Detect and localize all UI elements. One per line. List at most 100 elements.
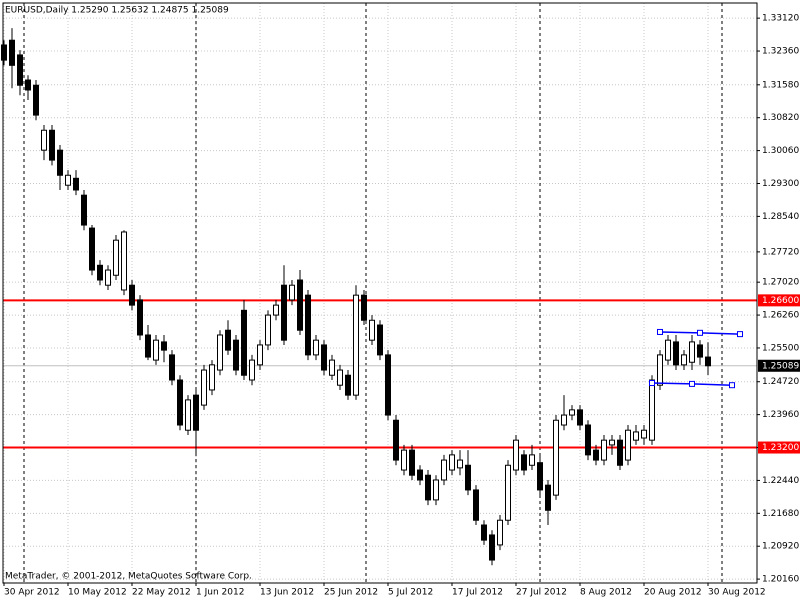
candle-body (201, 369, 207, 406)
candle-body (665, 339, 671, 361)
separators (23, 3, 723, 583)
trendline-anchor (697, 329, 703, 336)
candle-body (313, 339, 319, 356)
candle-body (529, 454, 535, 466)
x-tick-label: 10 May 2012 (68, 588, 127, 598)
candle-body (9, 39, 15, 66)
candle-body (617, 439, 623, 466)
y-tick-label: 1.32360 (762, 47, 799, 57)
candle-body (641, 429, 647, 439)
candle-body (297, 279, 303, 331)
candle-body (625, 429, 631, 461)
candle-body (185, 399, 191, 431)
candle-body (705, 356, 711, 367)
y-tick-label: 1.21680 (762, 509, 799, 519)
bid-label-box (758, 359, 800, 372)
price-label: 1.26600 (762, 296, 799, 306)
price-label-box (758, 294, 800, 307)
candle-body (161, 341, 167, 351)
axis-layer: 1.33120 1.32360 1.31580 1.30820 1.30060 1.293… (3, 14, 800, 598)
y-tick-label: 1.27020 (762, 278, 799, 288)
bid-label: 1.25089 (762, 361, 799, 371)
candle-body (233, 339, 239, 371)
candle-body (505, 464, 511, 521)
copyright: MetaTrader, © 2001-2012, MetaQuotes Soft… (5, 572, 252, 582)
x-tick-label: 30 Apr 2012 (4, 588, 60, 598)
trendline-anchor (649, 380, 655, 387)
plot-border (2, 2, 758, 584)
y-tick-label: 1.27720 (762, 247, 799, 257)
candle-body (577, 409, 583, 426)
candle-body (657, 354, 663, 386)
candle-body (49, 129, 55, 161)
candle-body (649, 379, 655, 441)
y-tick-label: 1.29300 (762, 179, 799, 189)
candle-body (305, 294, 311, 356)
x-tick-label: 17 Jul 2012 (452, 588, 503, 598)
x-tick-label: 25 Jun 2012 (324, 588, 378, 598)
candle-body (537, 462, 543, 491)
candle-body (545, 484, 551, 511)
candle-body (137, 299, 143, 336)
trendline-anchor (737, 331, 743, 338)
candle-body (249, 359, 255, 381)
candle-body (177, 379, 183, 426)
y-tick-label: 1.30820 (762, 113, 799, 123)
candle-body (697, 344, 703, 358)
y-tick-label: 1.31580 (762, 80, 799, 90)
candle-body (169, 354, 175, 381)
candle-body (481, 524, 487, 541)
candle-body (105, 269, 111, 286)
candle-body (1, 44, 7, 61)
candle-body (145, 334, 151, 358)
y-tick-label: 1.20920 (762, 542, 799, 552)
candle-body (689, 341, 695, 363)
candle-body (553, 419, 559, 496)
chart-title: EURUSD,Daily 1.25290 1.25632 1.24875 1.2… (5, 6, 229, 16)
candle-body (17, 54, 23, 86)
candle-body (41, 129, 47, 151)
candle-body (25, 79, 31, 91)
candle-body (65, 174, 71, 186)
candle-body (513, 439, 519, 471)
plot-layer (1, 28, 757, 566)
candle-body (57, 149, 63, 176)
candle-body (673, 341, 679, 366)
candle-body (433, 479, 439, 501)
candle-body (321, 344, 327, 371)
trendline-anchor (729, 382, 735, 389)
candle-body (217, 334, 223, 371)
candle-body (441, 459, 447, 481)
candle-body (113, 239, 119, 276)
candle-body (561, 414, 567, 426)
candle-body (377, 324, 383, 356)
y-tick-label: 1.22440 (762, 476, 799, 486)
candle-body (401, 449, 407, 471)
x-tick-label: 8 Aug 2012 (580, 588, 632, 598)
candle-body (289, 284, 295, 301)
candle-body (409, 449, 415, 476)
candle-body (569, 409, 575, 416)
candle-body (425, 474, 431, 501)
candle-body (153, 339, 159, 361)
candle-body (81, 194, 87, 226)
y-tick-label: 1.33120 (762, 14, 799, 24)
candle-body (521, 454, 527, 471)
candle-body (681, 354, 687, 366)
trendline-anchor (689, 380, 695, 387)
x-tick-label: 22 May 2012 (132, 588, 191, 598)
candle-body (497, 519, 503, 546)
candle-body (585, 424, 591, 456)
candle-body (449, 454, 455, 471)
candle-body (209, 364, 215, 391)
candle-body (265, 314, 271, 346)
y-tick-label: 1.25500 (762, 343, 799, 353)
y-tick-label: 1.26260 (762, 311, 799, 321)
candle-body (417, 469, 423, 481)
candle-body (73, 177, 79, 191)
candle-body (193, 394, 199, 431)
candle-body (345, 374, 351, 396)
candle-body (601, 439, 607, 461)
candle-body (353, 294, 359, 396)
